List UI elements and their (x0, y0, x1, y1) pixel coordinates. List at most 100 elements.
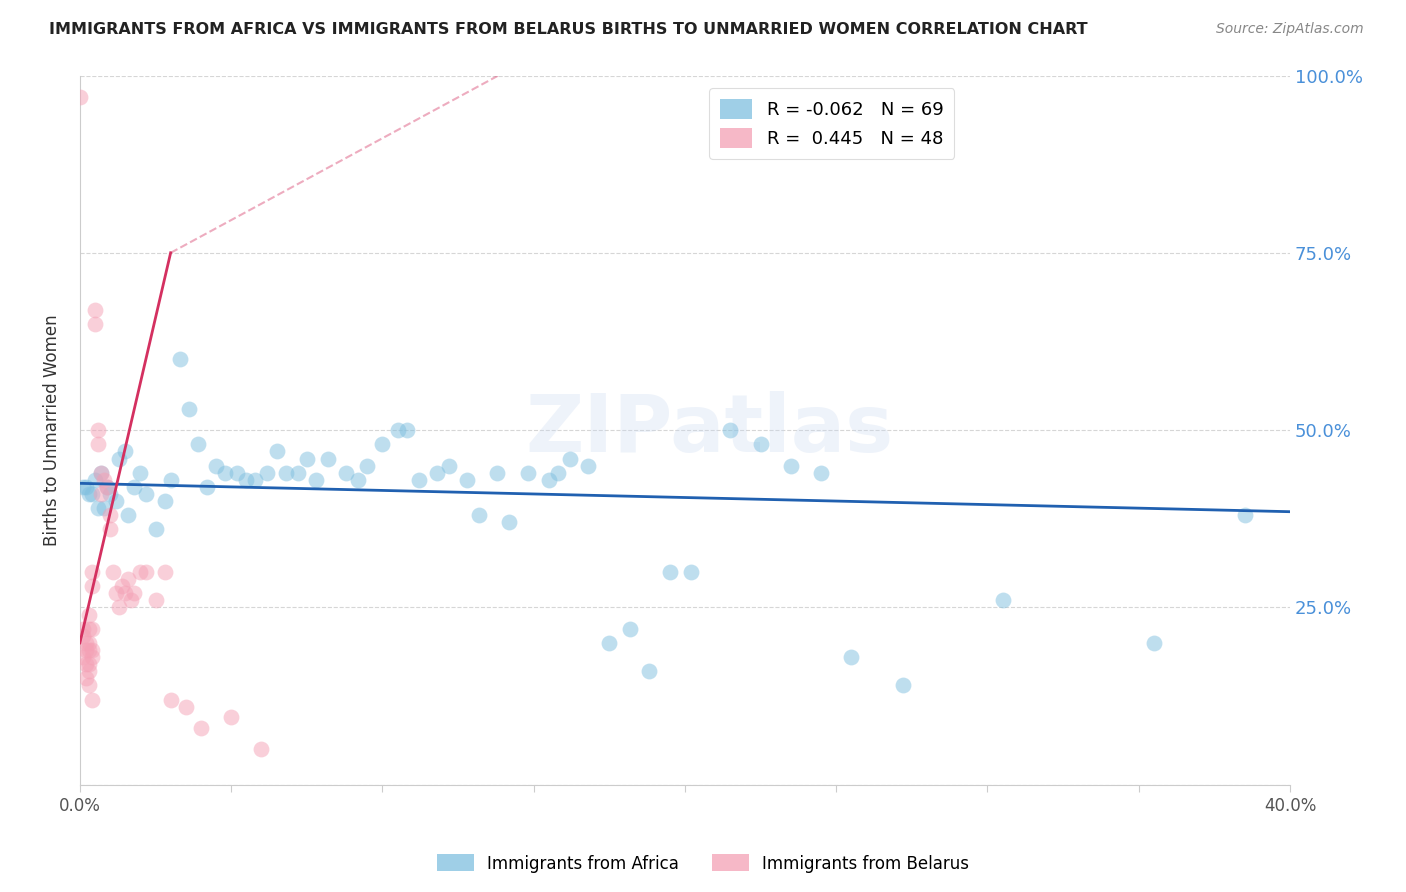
Text: IMMIGRANTS FROM AFRICA VS IMMIGRANTS FROM BELARUS BIRTHS TO UNMARRIED WOMEN CORR: IMMIGRANTS FROM AFRICA VS IMMIGRANTS FRO… (49, 22, 1088, 37)
Point (426, 466, 449, 480)
Point (991, 593, 1014, 607)
Point (316, 451, 339, 466)
Point (90, 466, 112, 480)
Point (87, 437, 110, 451)
Point (75, 480, 97, 494)
Point (84, 317, 107, 331)
Point (558, 451, 581, 466)
Point (111, 579, 134, 593)
Point (77, 636, 100, 650)
Point (75, 657, 97, 672)
Point (80, 579, 103, 593)
Point (145, 523, 167, 537)
Point (153, 565, 176, 579)
Point (335, 466, 357, 480)
Point (69, 90, 91, 104)
Point (75, 643, 97, 657)
Y-axis label: Births to Unmarried Women: Births to Unmarried Women (44, 314, 60, 546)
Point (105, 494, 128, 508)
Point (98, 487, 121, 501)
Point (159, 473, 181, 487)
Point (90, 487, 112, 501)
Text: ZIPatlas: ZIPatlas (524, 391, 893, 469)
Point (408, 473, 430, 487)
Point (718, 423, 741, 437)
Point (80, 692, 103, 706)
Point (305, 473, 328, 487)
Point (174, 699, 197, 714)
Point (195, 480, 218, 494)
Point (637, 665, 659, 679)
Point (498, 516, 520, 530)
Point (135, 487, 157, 501)
Point (187, 437, 209, 451)
Point (456, 473, 478, 487)
Point (219, 710, 242, 724)
Point (177, 401, 200, 416)
Point (96, 480, 118, 494)
Point (72, 622, 94, 636)
Point (129, 565, 152, 579)
Point (810, 466, 832, 480)
Point (153, 494, 176, 508)
Point (245, 473, 267, 487)
Point (598, 636, 620, 650)
Point (124, 586, 146, 600)
Point (101, 565, 124, 579)
Point (547, 466, 569, 480)
Point (576, 458, 599, 473)
Point (214, 466, 236, 480)
Point (72, 650, 94, 665)
Point (77, 487, 100, 501)
Point (114, 586, 136, 600)
Point (395, 423, 418, 437)
Point (80, 650, 103, 665)
Point (891, 678, 914, 692)
Point (77, 643, 100, 657)
Point (77, 607, 100, 622)
Point (619, 622, 641, 636)
Legend: R = -0.062   N = 69, R =  0.445   N = 48: R = -0.062 N = 69, R = 0.445 N = 48 (709, 88, 955, 159)
Point (87, 501, 110, 516)
Point (1233, 508, 1256, 523)
Point (72, 629, 94, 643)
Point (77, 678, 100, 692)
Point (841, 650, 863, 665)
Point (77, 657, 100, 672)
Point (114, 444, 136, 458)
Legend: Immigrants from Africa, Immigrants from Belarus: Immigrants from Africa, Immigrants from … (430, 847, 976, 880)
Point (295, 451, 318, 466)
Point (120, 593, 142, 607)
Point (135, 565, 157, 579)
Point (80, 643, 103, 657)
Point (72, 480, 94, 494)
Point (779, 458, 801, 473)
Point (87, 423, 110, 437)
Point (117, 508, 139, 523)
Point (226, 466, 249, 480)
Point (387, 423, 409, 437)
Point (287, 466, 309, 480)
Point (516, 466, 538, 480)
Point (159, 692, 181, 706)
Point (108, 451, 131, 466)
Point (205, 458, 228, 473)
Point (356, 458, 378, 473)
Point (90, 466, 112, 480)
Point (98, 508, 121, 523)
Point (266, 444, 288, 458)
Point (486, 466, 509, 480)
Point (84, 473, 107, 487)
Point (274, 466, 297, 480)
Point (658, 565, 681, 579)
Point (96, 480, 118, 494)
Point (80, 565, 103, 579)
Point (124, 480, 146, 494)
Point (145, 593, 167, 607)
Point (679, 565, 702, 579)
Point (98, 523, 121, 537)
Point (77, 665, 100, 679)
Text: Source: ZipAtlas.com: Source: ZipAtlas.com (1216, 22, 1364, 37)
Point (80, 622, 103, 636)
Point (169, 352, 191, 367)
